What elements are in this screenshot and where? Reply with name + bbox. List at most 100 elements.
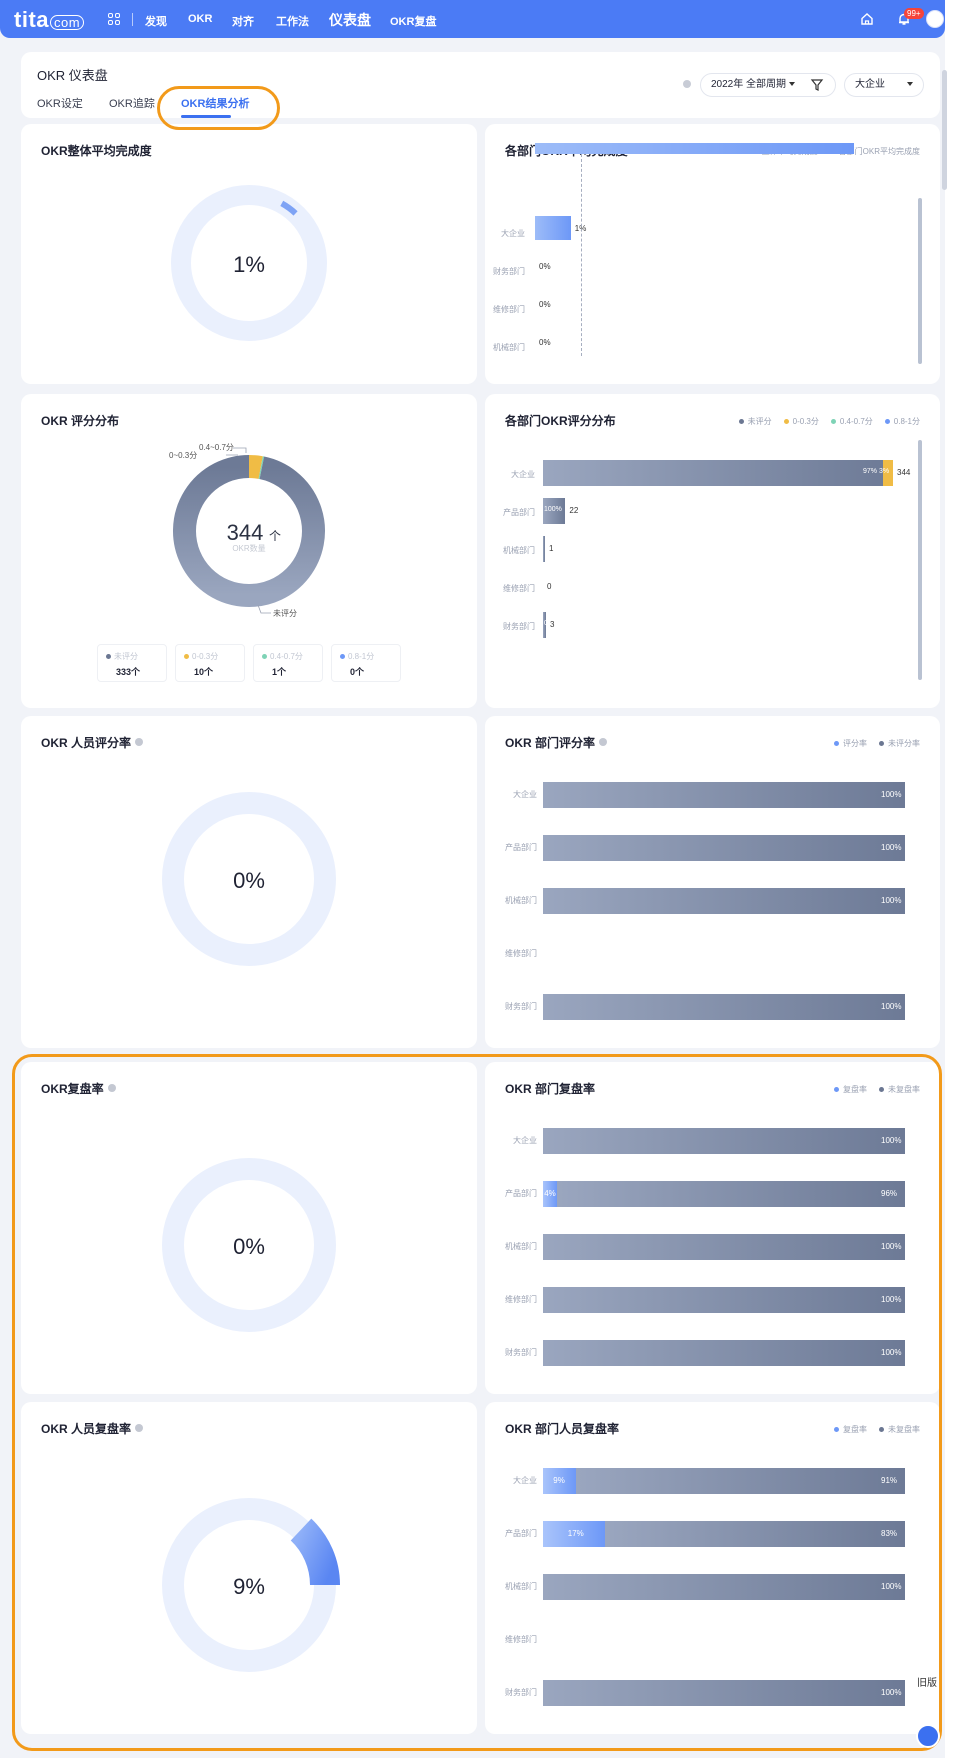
legend-not-review: 未复盘率 [879, 1424, 920, 1435]
unrate-bar-label: 96% [881, 1189, 898, 1198]
unrate-bar-segment[interactable] [543, 1340, 905, 1366]
bar-label: 机械部门 [505, 1582, 537, 1591]
donut-track [171, 185, 327, 341]
unrate-bar-segment[interactable] [575, 1468, 905, 1494]
score-bar[interactable] [543, 612, 547, 638]
nav-okr-review[interactable]: OKR复盘 [390, 16, 437, 28]
old-version-button[interactable]: 旧版 [917, 1678, 937, 1689]
unrate-bar-label: 100% [881, 790, 902, 799]
person-review-donut: 9% [162, 1498, 340, 1672]
tab-okr-setting[interactable]: OKR设定 [37, 98, 83, 110]
department-select[interactable]: 大企业 [844, 73, 924, 97]
help-chat-icon[interactable] [916, 1724, 940, 1748]
top-navbar: tita com 发现 OKR 对齐 工作法 仪表盘 OKR复盘 99+ [0, 0, 945, 38]
unrate-bar-segment[interactable] [543, 1680, 905, 1706]
pie-hole [196, 478, 302, 584]
unrate-bar-label: 100% [881, 1002, 902, 1011]
card-title: 各部门OKR评分分布 [505, 414, 616, 428]
card-title: OKR 人员评分率 [41, 734, 144, 751]
score-bar[interactable] [543, 536, 545, 562]
rate-bar-label: 4% [544, 1189, 556, 1198]
user-avatar[interactable] [926, 10, 944, 28]
rate-bar-segment[interactable] [543, 1468, 576, 1494]
logo-domain: com [50, 15, 85, 30]
donut-progress-arc [290, 1518, 340, 1586]
card-title: OKR 评分分布 [41, 414, 120, 428]
tita-logo[interactable]: tita com [14, 7, 85, 33]
bar-label: 大企业 [513, 1476, 537, 1485]
score-bar[interactable] [543, 460, 893, 486]
card-title: OKR 部门复盘率 [505, 1082, 596, 1096]
completion-bar[interactable] [535, 143, 854, 154]
filter-icon[interactable] [810, 78, 824, 92]
completion-bar[interactable] [535, 216, 571, 240]
home-icon[interactable] [860, 12, 874, 26]
unrate-bar-segment[interactable] [543, 994, 905, 1020]
nav-dashboard[interactable]: 仪表盘 [329, 12, 371, 28]
pie-slice-未评分 [173, 455, 325, 607]
unrate-bar-label: 100% [881, 1242, 902, 1251]
bar-label: 大企业 [513, 1136, 537, 1145]
bar-inner-label: 100% [544, 506, 562, 513]
period-select[interactable]: 2022年 全部周期 [700, 73, 836, 97]
unrate-bar-segment[interactable] [543, 1128, 905, 1154]
card-dept-score-rate: OKR 部门评分率 评分率 未评分率 大企业 100% 产品部门 100% 机械部门 10… [485, 716, 940, 1048]
chart-scrollbar[interactable] [918, 198, 922, 364]
bar-label: 产品部门 [505, 1529, 537, 1538]
tab-okr-tracking[interactable]: OKR追踪 [109, 98, 155, 110]
card-dept-completion: 各部门OKR平均完成度 OKR整体平均完成度 各部门OKR平均完成度 大企业1%… [485, 124, 940, 384]
card-person-review-rate: OKR 人员复盘率 9% [21, 1402, 477, 1734]
bar-label: 大企业 [501, 229, 525, 238]
legend-not-rate: 未评分率 [879, 738, 920, 749]
bar-value: 0% [539, 262, 551, 271]
rate-bar-label: 17% [567, 1529, 584, 1538]
score-bar[interactable] [543, 498, 566, 524]
page-scrollbar-track[interactable] [945, 0, 960, 1758]
donut-progress-arc [280, 200, 298, 216]
page-scrollbar-thumb[interactable] [942, 70, 947, 190]
legend-box-0.4-0.7: 0.4-0.7分 1个 [253, 644, 323, 682]
card-review-rate: OKR复盘率 0% [21, 1062, 477, 1394]
bar-total: 1 [549, 544, 554, 553]
card-title: OKR 部门评分率 [505, 734, 608, 751]
card-score-distribution: OKR 评分分布 344 个 OKR数量 0.4~0.7分 0~0.3分 未评分… [21, 394, 477, 708]
tab-okr-result-analysis[interactable]: OKR结果分析 [181, 98, 250, 110]
card-title: OKR复盘率 [41, 1080, 116, 1097]
unrate-bar-segment[interactable] [543, 1574, 905, 1600]
unrate-bar-segment[interactable] [543, 1234, 905, 1260]
person-review-value: 9% [233, 1574, 265, 1599]
bar-label: 财务部门 [505, 1688, 537, 1697]
card-title: OKR 部门人员复盘率 [505, 1422, 620, 1436]
help-icon[interactable] [683, 80, 691, 88]
nav-okr[interactable]: OKR [188, 13, 213, 25]
apps-grid-icon[interactable] [108, 13, 120, 25]
nav-align[interactable]: 对齐 [232, 16, 254, 28]
nav-work-method[interactable]: 工作法 [276, 16, 309, 28]
unrate-bar-label: 100% [881, 1295, 902, 1304]
unrate-bar-segment[interactable] [604, 1521, 905, 1547]
callout-line [257, 604, 271, 614]
card-dept-review-rate: OKR 部门复盘率 复盘率 未复盘率 大企业 100% 产品部门 4% 96% 机械部门 1… [485, 1062, 940, 1394]
info-icon [107, 1084, 116, 1092]
card-title: OKR整体平均完成度 [41, 144, 152, 158]
nav-discover[interactable]: 发现 [145, 16, 167, 28]
page-title: OKR 仪表盘 [37, 68, 108, 83]
legend-0-0.3: 0-0.3分 [783, 416, 819, 427]
nav-divider [132, 13, 133, 26]
card-overall-completion: OKR整体平均完成度 1% [21, 124, 477, 384]
bar-inner-label: 97% 3% [863, 468, 890, 475]
unrate-bar-segment[interactable] [543, 888, 905, 914]
unrate-bar-segment[interactable] [543, 835, 905, 861]
unrate-bar-label: 91% [881, 1476, 898, 1485]
unrate-bar-segment[interactable] [543, 782, 905, 808]
notification-badge: 99+ [904, 8, 924, 19]
unrate-bar-segment[interactable] [557, 1181, 905, 1207]
unrate-bar-segment[interactable] [543, 1287, 905, 1313]
bar-label: 维修部门 [505, 1295, 537, 1304]
score-bar-segment-0-0.3[interactable] [883, 460, 893, 486]
legend-not-review: 未复盘率 [879, 1084, 920, 1095]
chart-scrollbar[interactable] [918, 440, 922, 680]
rate-bar-segment[interactable] [543, 1521, 605, 1547]
rate-bar-segment[interactable] [543, 1181, 558, 1207]
bar-inner-label: 0% [544, 620, 555, 627]
